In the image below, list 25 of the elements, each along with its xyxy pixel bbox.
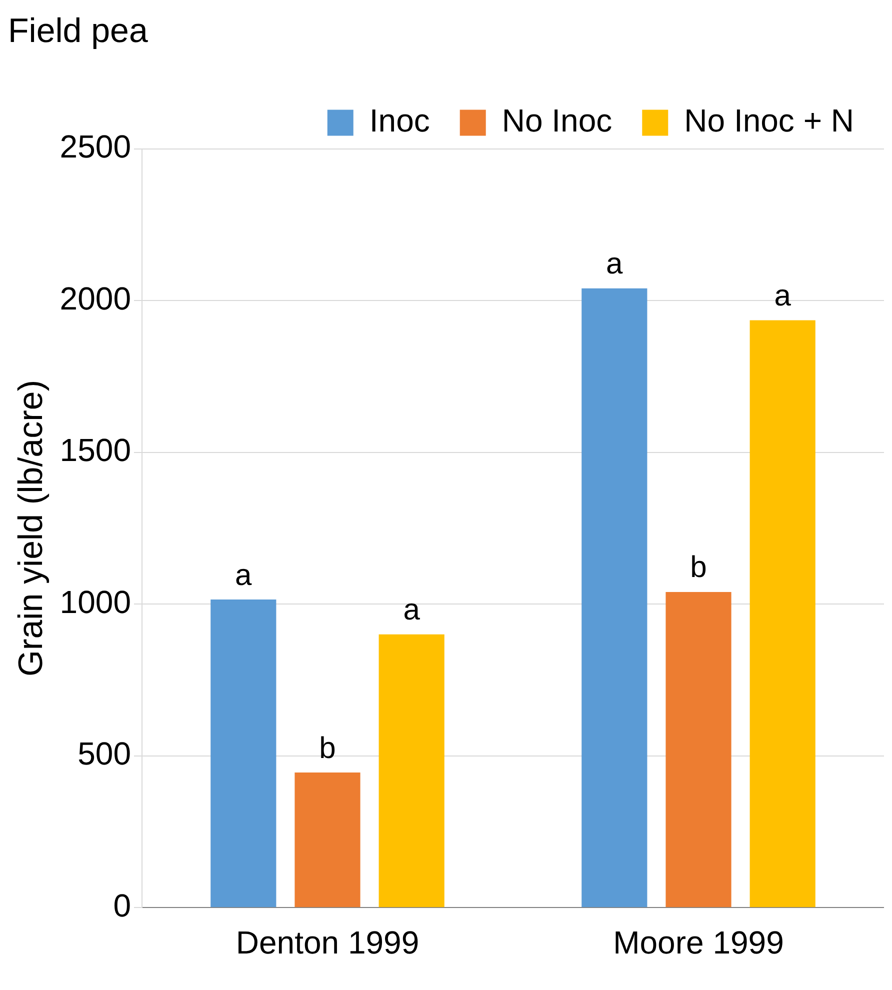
chart-title: Field pea bbox=[8, 12, 148, 50]
bar bbox=[210, 600, 276, 908]
data-label: b bbox=[690, 551, 707, 584]
data-label: a bbox=[606, 248, 624, 281]
x-tick-label: Moore 1999 bbox=[613, 924, 784, 961]
y-tick-label: 0 bbox=[113, 887, 131, 924]
data-label: a bbox=[774, 280, 792, 313]
y-tick-label: 1000 bbox=[60, 584, 131, 620]
legend-label: No Inoc + N bbox=[684, 102, 854, 139]
x-tick-label: Denton 1999 bbox=[236, 924, 420, 961]
legend-label: Inoc bbox=[369, 102, 430, 139]
bar bbox=[294, 772, 360, 908]
data-label: a bbox=[403, 594, 420, 627]
y-tick-label: 2500 bbox=[60, 128, 131, 165]
y-tick-label: 1500 bbox=[60, 432, 131, 468]
data-label: b bbox=[319, 732, 336, 765]
y-tick-label: 500 bbox=[78, 736, 131, 772]
legend-label: No Inoc bbox=[502, 102, 612, 139]
bar bbox=[750, 320, 816, 908]
bar bbox=[582, 288, 648, 908]
bar bbox=[666, 592, 732, 908]
bar bbox=[378, 634, 444, 908]
data-label: a bbox=[235, 558, 252, 592]
y-tick-label: 2000 bbox=[60, 280, 131, 316]
y-axis-title: Grain yield (lb/acre) bbox=[12, 380, 50, 677]
